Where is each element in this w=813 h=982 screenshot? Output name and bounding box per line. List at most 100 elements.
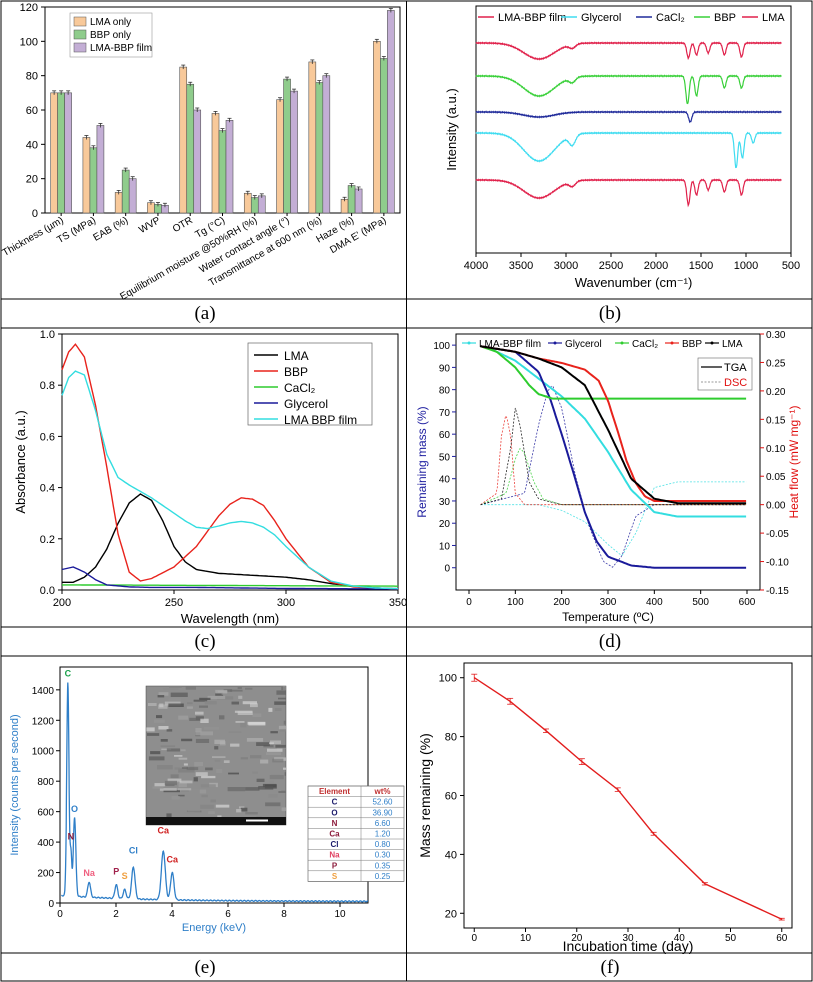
- legend-label: Glycerol: [581, 12, 621, 24]
- sem-texture: [150, 751, 161, 755]
- tga-line: [480, 345, 747, 518]
- x-tick-label: 200: [553, 597, 570, 608]
- legend-box: [247, 342, 373, 426]
- peak-label: N: [68, 832, 75, 842]
- sem-texture: [242, 701, 257, 705]
- sem-texture: [146, 727, 155, 732]
- y-tick-label: 600: [37, 808, 54, 819]
- sem-texture: [189, 717, 201, 721]
- sem-texture: [166, 729, 173, 732]
- sem-texture: [166, 748, 180, 752]
- table-header: wt%: [374, 787, 391, 796]
- legend-label: BBP: [714, 12, 736, 24]
- sem-texture: [177, 788, 192, 791]
- table-cell-element: P: [332, 861, 338, 870]
- bar: [211, 113, 220, 214]
- y2-tick-label: -0.15: [766, 586, 789, 597]
- y-tick-label: 50: [439, 452, 451, 463]
- legend-label: LMA: [762, 12, 785, 24]
- y-tick-label: 70: [439, 408, 451, 419]
- sem-texture: [231, 701, 239, 705]
- table-cell-element: Ca: [329, 830, 340, 839]
- y-tick-label: 40: [26, 139, 38, 151]
- peak-label: Ca: [167, 854, 179, 864]
- sem-texture: [239, 806, 245, 809]
- x-tick-label: DMA E' (MPa): [328, 215, 388, 256]
- sem-texture: [240, 757, 248, 760]
- sem-texture: [158, 692, 169, 696]
- x-tick-label: 0: [57, 909, 63, 920]
- x-tick-label: 1500: [689, 260, 713, 272]
- x-tick-label: 0: [471, 933, 477, 944]
- caption-e: (e): [194, 957, 216, 978]
- legend-label: LMA-BBP film: [498, 12, 566, 24]
- legend-label: BBP: [682, 339, 702, 350]
- legend-label: CaCl₂: [632, 339, 658, 350]
- dsc-line: [480, 407, 747, 506]
- sem-texture: [200, 784, 216, 788]
- bar: [276, 99, 284, 214]
- y-tick-label: 90: [439, 363, 451, 374]
- x-axis-label: Incubation time (day): [563, 938, 694, 954]
- x-axis-label: Energy (keV): [182, 922, 246, 934]
- bar: [243, 192, 252, 214]
- y-tick-label: 60: [439, 430, 451, 441]
- peak-label: Cl: [129, 845, 138, 855]
- sem-texture: [170, 692, 188, 697]
- legend-label: LMA-BBP film: [479, 339, 541, 350]
- y-tick-label: 1.0: [40, 329, 55, 341]
- y-tick-label: 30: [439, 497, 451, 508]
- legend-label: Glycerol: [565, 339, 602, 350]
- sem-texture: [160, 745, 176, 748]
- sem-texture: [178, 768, 195, 773]
- plot-frame: [61, 333, 399, 591]
- legend-box: [697, 357, 753, 391]
- dsc-line: [480, 481, 747, 556]
- sem-texture: [159, 788, 177, 791]
- bar: [322, 75, 331, 214]
- sem-texture: [164, 780, 177, 786]
- sem-texture: [174, 755, 183, 757]
- y-tick-label: 0.8: [40, 380, 55, 392]
- y-tick-label: 120: [20, 2, 38, 14]
- bar: [225, 120, 234, 214]
- sem-texture: [269, 742, 274, 745]
- sem-texture: [227, 787, 246, 792]
- y-tick-label: 0.6: [40, 431, 55, 443]
- table-cell-value: 0.80: [375, 840, 391, 849]
- x-tick-label: OTR: [171, 215, 195, 235]
- sem-texture: [186, 706, 193, 709]
- sem-texture: [258, 786, 274, 790]
- sem-texture: [195, 772, 208, 776]
- legend-label: TGA: [724, 362, 747, 374]
- sem-texture: [181, 738, 193, 742]
- x-tick-label: 2000: [644, 260, 668, 272]
- panel-d-tga-dsc-chart: 0 100 200 300 400 500 600 0 10 20 30 40 50 60 70 80 90 10…: [415, 330, 801, 624]
- bar: [114, 192, 123, 214]
- sem-texture: [184, 811, 195, 814]
- sem-texture: [283, 767, 286, 770]
- sem-texture: [221, 692, 233, 695]
- element-table: [307, 785, 405, 882]
- sem-texture: [187, 702, 193, 705]
- sem-texture: [278, 697, 286, 700]
- sem-texture: [275, 744, 286, 748]
- x-tick-label: 300: [600, 597, 617, 608]
- sem-texture: [212, 756, 226, 758]
- table-cell-element: C: [332, 798, 338, 807]
- sem-texture: [160, 739, 168, 742]
- sem-texture: [199, 697, 211, 700]
- legend-label: CaCl₂: [656, 12, 685, 24]
- caption-f: (f): [600, 957, 620, 978]
- sem-texture: [186, 810, 202, 813]
- spectrum-line: [475, 131, 782, 169]
- sem-texture: [204, 701, 217, 705]
- sem-texture: [279, 728, 286, 732]
- sem-texture: [250, 703, 258, 708]
- x-tick-label: 500: [692, 597, 709, 608]
- bar: [380, 58, 388, 214]
- sem-texture: [265, 802, 281, 807]
- y-axis-label: Absorbance (a.u.): [13, 410, 28, 513]
- legend-swatch: [73, 42, 87, 53]
